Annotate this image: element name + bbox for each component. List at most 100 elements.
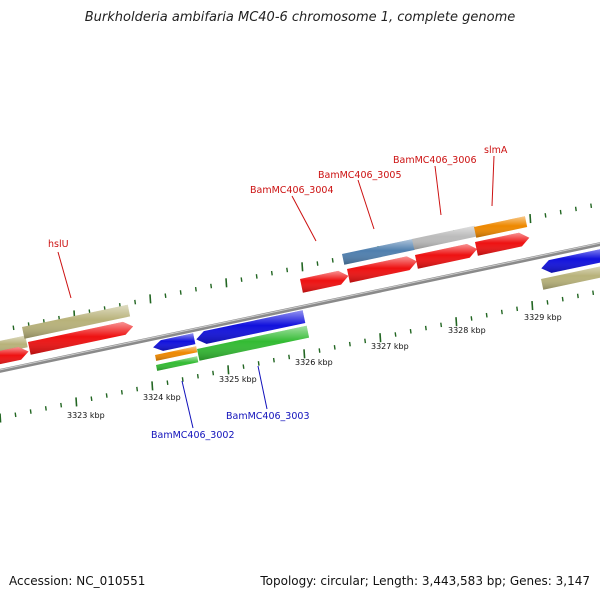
gene-blue-small-shading [153,333,196,351]
gene-green-small-shading [156,356,199,371]
leader-bam3006 [434,165,442,216]
upper-tick [134,299,137,305]
upper-tick [544,213,547,218]
upper-tick [270,270,273,276]
gene-label-bam3006[interactable]: BamMC406_3006 [393,155,476,166]
lower-tick [29,409,32,414]
lower-tick [14,412,17,418]
upper-tick [240,277,243,282]
gene-label-bam3003[interactable]: BamMC406_3003 [226,411,309,422]
lower-tick [516,306,519,312]
gene-label-bam3004[interactable]: BamMC406_3004 [250,185,333,196]
lower-tick [455,317,458,327]
lower-tick [75,397,78,407]
lower-tick [470,316,473,321]
gene-orange-small-shading [155,346,198,361]
leader-bam3005 [357,179,375,230]
upper-tick [529,214,532,224]
scale-label-3329: 3329 kbp [524,313,562,322]
lower-tick [272,357,275,363]
upper-tick [301,262,304,272]
lower-tick [500,309,503,315]
lower-tick [333,345,336,350]
leader-hslU [57,251,72,299]
lower-tick [440,322,443,328]
upper-tick [316,261,319,266]
lower-tick [90,396,93,402]
upper-tick [286,267,289,273]
gene-red-left-1-shading [0,347,29,365]
lower-tick [485,312,488,318]
leader-bam3003 [257,365,268,410]
lower-tick [288,354,291,360]
gene-blue-long-shading [196,310,306,344]
gene-gray-shading [412,225,477,250]
lower-tick [531,301,534,311]
gene-red-right-3-shading [415,244,478,269]
gene-olive-far-right-shading [541,266,600,290]
upper-tick [164,293,167,298]
lower-tick [242,364,245,369]
scale-label-3325: 3325 kbp [219,375,257,384]
leader-bam3004 [291,195,317,242]
genome-stats-text: Topology: circular; Length: 3,443,583 bp… [260,574,590,588]
upper-tick [255,274,258,279]
lower-tick [212,370,215,376]
lower-tick [303,349,306,359]
lower-tick [257,361,260,366]
upper-tick [210,283,213,289]
leader-bam3002 [181,380,194,429]
lower-tick [592,290,595,296]
gene-features [0,216,600,371]
lower-tick [409,328,412,334]
gene-label-bam3002[interactable]: BamMC406_3002 [151,430,234,441]
gene-label-slmA[interactable]: slmA [484,145,508,156]
upper-tick [149,294,152,304]
lower-tick [364,338,367,344]
lower-tick [318,348,321,353]
lower-tick [348,341,351,347]
scale-label-3323: 3323 kbp [67,411,105,420]
upper-tick [194,286,197,292]
gene-steel-shading [342,239,415,265]
upper-tick [331,258,334,263]
lower-tick-ruler [0,290,595,423]
scale-label-3324: 3324 kbp [143,393,181,402]
lower-tick [105,393,108,398]
leader-slmA [491,155,495,207]
upper-tick [12,325,15,331]
scale-label-3328: 3328 kbp [448,326,486,335]
lower-tick [120,390,123,395]
gene-label-bam3005[interactable]: BamMC406_3005 [318,170,401,181]
chromosome-backbone-highlight [0,242,600,371]
gene-green-long-shading [197,325,310,361]
lower-tick [394,332,397,337]
gene-label-hslU[interactable]: hslU [48,239,69,250]
upper-tick [179,290,182,295]
upper-tick [559,209,562,215]
lower-tick [561,296,564,302]
upper-tick [590,203,593,209]
gene-red-right-2-shading [347,256,417,283]
map-title: Burkholderia ambifaria MC40-6 chromosome… [84,10,516,25]
lower-tick [44,406,47,411]
lower-tick [151,381,154,391]
lower-tick [424,325,427,331]
scale-label-3326: 3326 kbp [295,358,333,367]
gene-olive-left-2-shading [22,304,131,339]
upper-tick [574,206,577,212]
label-leaders [57,155,495,429]
lower-tick [181,377,184,382]
lower-tick [576,293,579,299]
lower-tick [166,380,169,385]
lower-tick [546,300,549,305]
lower-tick [136,386,139,392]
gene-blue-far-right-shading [541,249,600,273]
accession-text: Accession: NC_010551 [9,574,146,588]
gene-orange-right-shading [474,216,528,238]
upper-tick [225,278,228,288]
chromosome-backbone [0,242,600,373]
upper-tick-ruler [12,203,593,331]
gene-red-left-2-shading [28,321,134,355]
